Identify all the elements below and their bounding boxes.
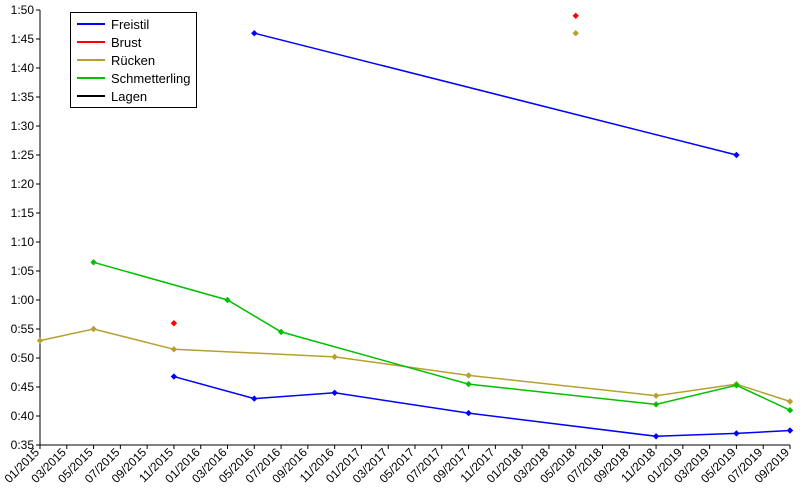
series-point-rücken [654, 393, 659, 398]
legend-label: Brust [111, 35, 141, 50]
y-tick-label: 1:30 [11, 119, 35, 133]
series-point-brust [573, 13, 578, 18]
legend-swatch [77, 23, 105, 25]
y-tick-label: 0:50 [11, 351, 35, 365]
y-tick-label: 1:45 [11, 32, 35, 46]
series-point-schmetterling [788, 408, 793, 413]
series-point-freistil [171, 374, 176, 379]
legend-item: Lagen [77, 87, 190, 105]
series-point-freistil [734, 153, 739, 158]
series-point-rücken [788, 399, 793, 404]
legend-label: Freistil [111, 17, 149, 32]
legend-item: Schmetterling [77, 69, 190, 87]
legend: Freistil Brust Rücken Schmetterling Lagen [70, 12, 197, 108]
legend-swatch [77, 77, 105, 79]
series-point-rücken [466, 373, 471, 378]
series-point-schmetterling [91, 260, 96, 265]
y-tick-label: 0:55 [11, 322, 35, 336]
legend-label: Rücken [111, 53, 155, 68]
series-point-freistil [252, 31, 257, 36]
swim-times-chart: 0:350:400:450:500:551:001:051:101:151:20… [0, 0, 800, 500]
y-tick-label: 1:15 [11, 206, 35, 220]
y-tick-label: 1:40 [11, 61, 35, 75]
legend-item: Freistil [77, 15, 190, 33]
series-point-schmetterling [466, 382, 471, 387]
series-point-rücken [171, 347, 176, 352]
legend-label: Lagen [111, 89, 147, 104]
series-point-freistil [252, 396, 257, 401]
series-line-freistil [254, 33, 736, 155]
legend-swatch [77, 95, 105, 97]
legend-label: Schmetterling [111, 71, 190, 86]
series-point-freistil [788, 428, 793, 433]
y-tick-label: 0:40 [11, 409, 35, 423]
series-point-rücken [38, 338, 43, 343]
series-point-freistil [734, 431, 739, 436]
y-tick-label: 1:20 [11, 177, 35, 191]
series-point-schmetterling [654, 402, 659, 407]
series-point-freistil [332, 390, 337, 395]
y-tick-label: 1:10 [11, 235, 35, 249]
series-line-schmetterling [94, 262, 790, 410]
series-point-freistil [466, 411, 471, 416]
y-tick-label: 1:05 [11, 264, 35, 278]
y-tick-label: 0:45 [11, 380, 35, 394]
series-line-rücken [40, 329, 790, 402]
legend-item: Brust [77, 33, 190, 51]
y-tick-label: 1:35 [11, 90, 35, 104]
y-tick-label: 1:00 [11, 293, 35, 307]
y-tick-label: 1:25 [11, 148, 35, 162]
series-point-rücken [91, 327, 96, 332]
series-point-brust [171, 321, 176, 326]
legend-swatch [77, 59, 105, 61]
series-point-rücken [332, 354, 337, 359]
series-point-rücken [573, 31, 578, 36]
legend-swatch [77, 41, 105, 43]
y-tick-label: 1:50 [11, 3, 35, 17]
series-point-freistil [654, 434, 659, 439]
legend-item: Rücken [77, 51, 190, 69]
